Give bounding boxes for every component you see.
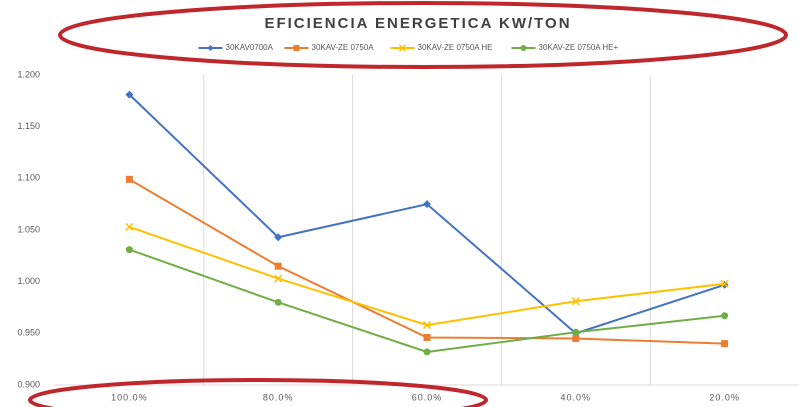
y-tick-label: 1.000 xyxy=(17,276,40,286)
legend-label: 30KAV0700A xyxy=(226,43,274,52)
legend-marker xyxy=(207,45,214,51)
point xyxy=(125,90,134,99)
point xyxy=(125,246,133,254)
highlight-ellipse xyxy=(28,378,488,407)
chart-title: EFICIENCIA ENERGETICA KW/TON xyxy=(264,15,571,32)
point xyxy=(274,233,283,242)
legend-label: 30KAV-ZE 0750A HE+ xyxy=(539,43,619,52)
legend-label: 30KAV-ZE 0750A xyxy=(312,43,375,52)
legend-marker xyxy=(520,45,527,51)
point xyxy=(572,335,580,342)
y-tick-label: 0.950 xyxy=(17,328,40,338)
x-tick-label: 40.0% xyxy=(561,392,592,402)
x-tick-label: 100.0% xyxy=(111,392,148,402)
x-tick-label: 60.0% xyxy=(412,392,443,402)
y-tick-label: 1.100 xyxy=(17,173,40,183)
x-tick-label: 80.0% xyxy=(263,392,294,402)
plot: 0.900 0.950 1.000 1.050 1.100 1.150 1.200 100.0… xyxy=(17,43,799,402)
point xyxy=(274,298,282,306)
point xyxy=(125,222,134,231)
y-tick-label: 1.050 xyxy=(17,224,40,234)
point xyxy=(423,200,431,209)
point xyxy=(721,340,729,348)
legend-marker xyxy=(293,45,300,51)
legend-label: 30KAV-ZE 0750A HE xyxy=(418,43,493,52)
highlight-ellipse xyxy=(58,1,788,69)
point xyxy=(571,297,580,306)
point xyxy=(125,175,133,183)
point xyxy=(572,328,580,336)
point xyxy=(721,312,729,320)
point xyxy=(423,348,431,356)
point xyxy=(422,321,432,330)
point xyxy=(274,274,283,283)
point xyxy=(423,333,431,341)
y-tick-label: 1.200 xyxy=(17,69,40,79)
legend-marker xyxy=(398,44,407,52)
y-tick-label: 1.150 xyxy=(17,121,40,131)
x-tick-label: 20.0% xyxy=(709,392,740,402)
point xyxy=(720,279,729,288)
point xyxy=(274,262,282,270)
y-tick-label: 0.900 xyxy=(17,379,40,389)
